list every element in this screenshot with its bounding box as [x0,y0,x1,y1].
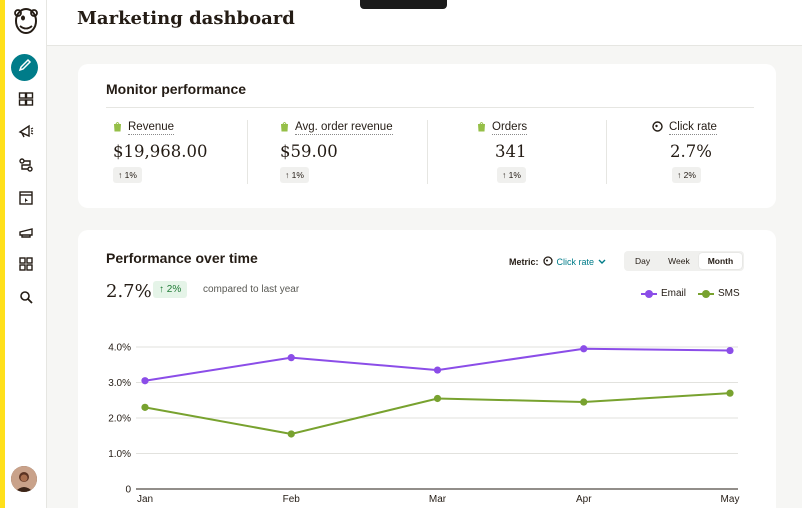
sidebar-item-automations[interactable] [16,157,36,177]
arrow-up-icon: ↑ [118,170,123,180]
range-month-button[interactable]: Month [698,253,743,269]
mailchimp-icon [652,119,663,137]
change-badge: ↑ 1% [113,167,142,183]
metric-label[interactable]: Revenue [128,121,175,135]
metric-value: $59.00 [280,142,338,161]
metric-orders: Orders 341 ↑ 1% [477,119,528,183]
card-title: Performance over time [106,250,258,266]
avatar[interactable] [11,466,37,492]
current-value: 2.7% [106,281,152,302]
metric-label[interactable]: Click rate [669,121,717,135]
sidebar-item-audience[interactable] [16,91,36,111]
monitor-performance-card: Monitor performance Revenue $19,968.00 ↑… [78,64,776,208]
search-icon [19,290,33,309]
content-icon [18,224,34,245]
range-week-button[interactable]: Week [668,256,690,266]
arrow-up-icon: ↑ [502,170,507,180]
series-line-email [144,347,731,382]
metric-value: $19,968.00 [113,142,208,161]
y-tick-label: 2.0% [108,414,131,425]
brand-edge [0,0,5,508]
shopify-icon [477,119,486,137]
metric-revenue: Revenue $19,968.00 ↑ 1% [113,119,207,183]
y-tick-label: 3.0% [108,378,131,389]
x-tick-label: Mar [429,494,447,505]
sidebar-item-campaigns[interactable] [16,123,36,143]
change-badge: ↑ 2% [672,167,701,183]
website-icon [18,190,34,211]
data-point-email [726,346,734,355]
y-tick-label: 4.0% [108,343,131,354]
y-tick-label: 1.0% [108,449,131,460]
sidebar-item-search[interactable] [16,289,36,309]
range-toggle: Day Week Month [624,251,745,271]
mailchimp-logo-icon[interactable] [12,6,40,36]
range-day-button[interactable]: Day [635,256,651,266]
y-tick-label: 0 [125,485,131,496]
line-chart: 0 1.0% 2.0% 3.0% 4.0% Jan Feb Mar Apr May [108,343,740,506]
compare-text: compared to last year [203,284,300,295]
divider [247,120,248,184]
sidebar-item-website[interactable] [16,190,36,210]
page-title: Marketing dashboard [77,8,295,29]
metric-dropdown-label: Metric: [509,257,539,267]
apps-icon [18,256,34,277]
change-badge: ↑ 2% [153,281,188,298]
change-badge: ↑ 1% [280,167,309,183]
sidebar [5,0,47,508]
arrow-up-icon: ↑ [677,170,682,180]
x-tick-label: Jan [137,494,153,505]
metric-label[interactable]: Orders [492,121,528,135]
data-point-email [580,345,588,353]
window-notch [360,0,447,9]
x-tick-label: May [721,494,740,505]
card-title: Monitor performance [106,81,247,97]
data-point-sms [433,394,442,403]
divider [606,120,607,184]
data-point-sms [726,389,734,397]
mailchimp-icon [542,256,553,268]
data-point-sms [580,398,588,406]
shopify-icon [280,119,289,137]
metric-click-rate: Click rate 2.7% ↑ 2% [652,119,717,183]
divider [427,120,428,184]
data-point-email [433,366,442,374]
pencil-icon [18,58,32,77]
data-point-email [141,377,149,385]
metric-dropdown-value: Click rate [556,257,595,267]
automations-icon [18,157,34,178]
x-tick-label: Apr [576,494,592,505]
legend-label: SMS [718,288,740,299]
legend-item-sms: SMS [698,288,740,299]
data-point-sms [287,430,295,438]
legend-item-email: Email [641,288,686,299]
metric-dropdown[interactable]: Metric: Click rate [509,256,606,268]
divider [106,107,754,108]
legend-label: Email [661,288,687,299]
megaphone-icon [18,123,34,144]
metric-label[interactable]: Avg. order revenue [295,121,393,135]
chart-legend: Email SMS [641,288,740,299]
change-badge: ↑ 1% [497,167,526,183]
data-point-sms [141,403,149,411]
arrow-up-icon: ↑ [159,284,164,295]
shopify-icon [113,119,122,137]
data-point-email [287,354,295,362]
top-bar: Marketing dashboard [47,0,802,46]
legend-swatch [698,289,715,298]
chevron-down-icon [598,257,606,267]
audience-icon [18,91,34,112]
sidebar-item-integrations[interactable] [16,256,36,276]
arrow-up-icon: ↑ [285,170,290,180]
performance-over-time-card: Performance over time Metric: Click rate… [78,230,776,508]
sidebar-item-create[interactable] [11,54,38,81]
x-tick-label: Feb [283,494,301,505]
legend-swatch [641,289,657,298]
metric-value: 2.7% [670,142,712,161]
metric-avg-order-revenue: Avg. order revenue $59.00 ↑ 1% [280,119,393,183]
metric-value: 341 [495,142,527,161]
sidebar-item-content[interactable] [16,224,36,244]
